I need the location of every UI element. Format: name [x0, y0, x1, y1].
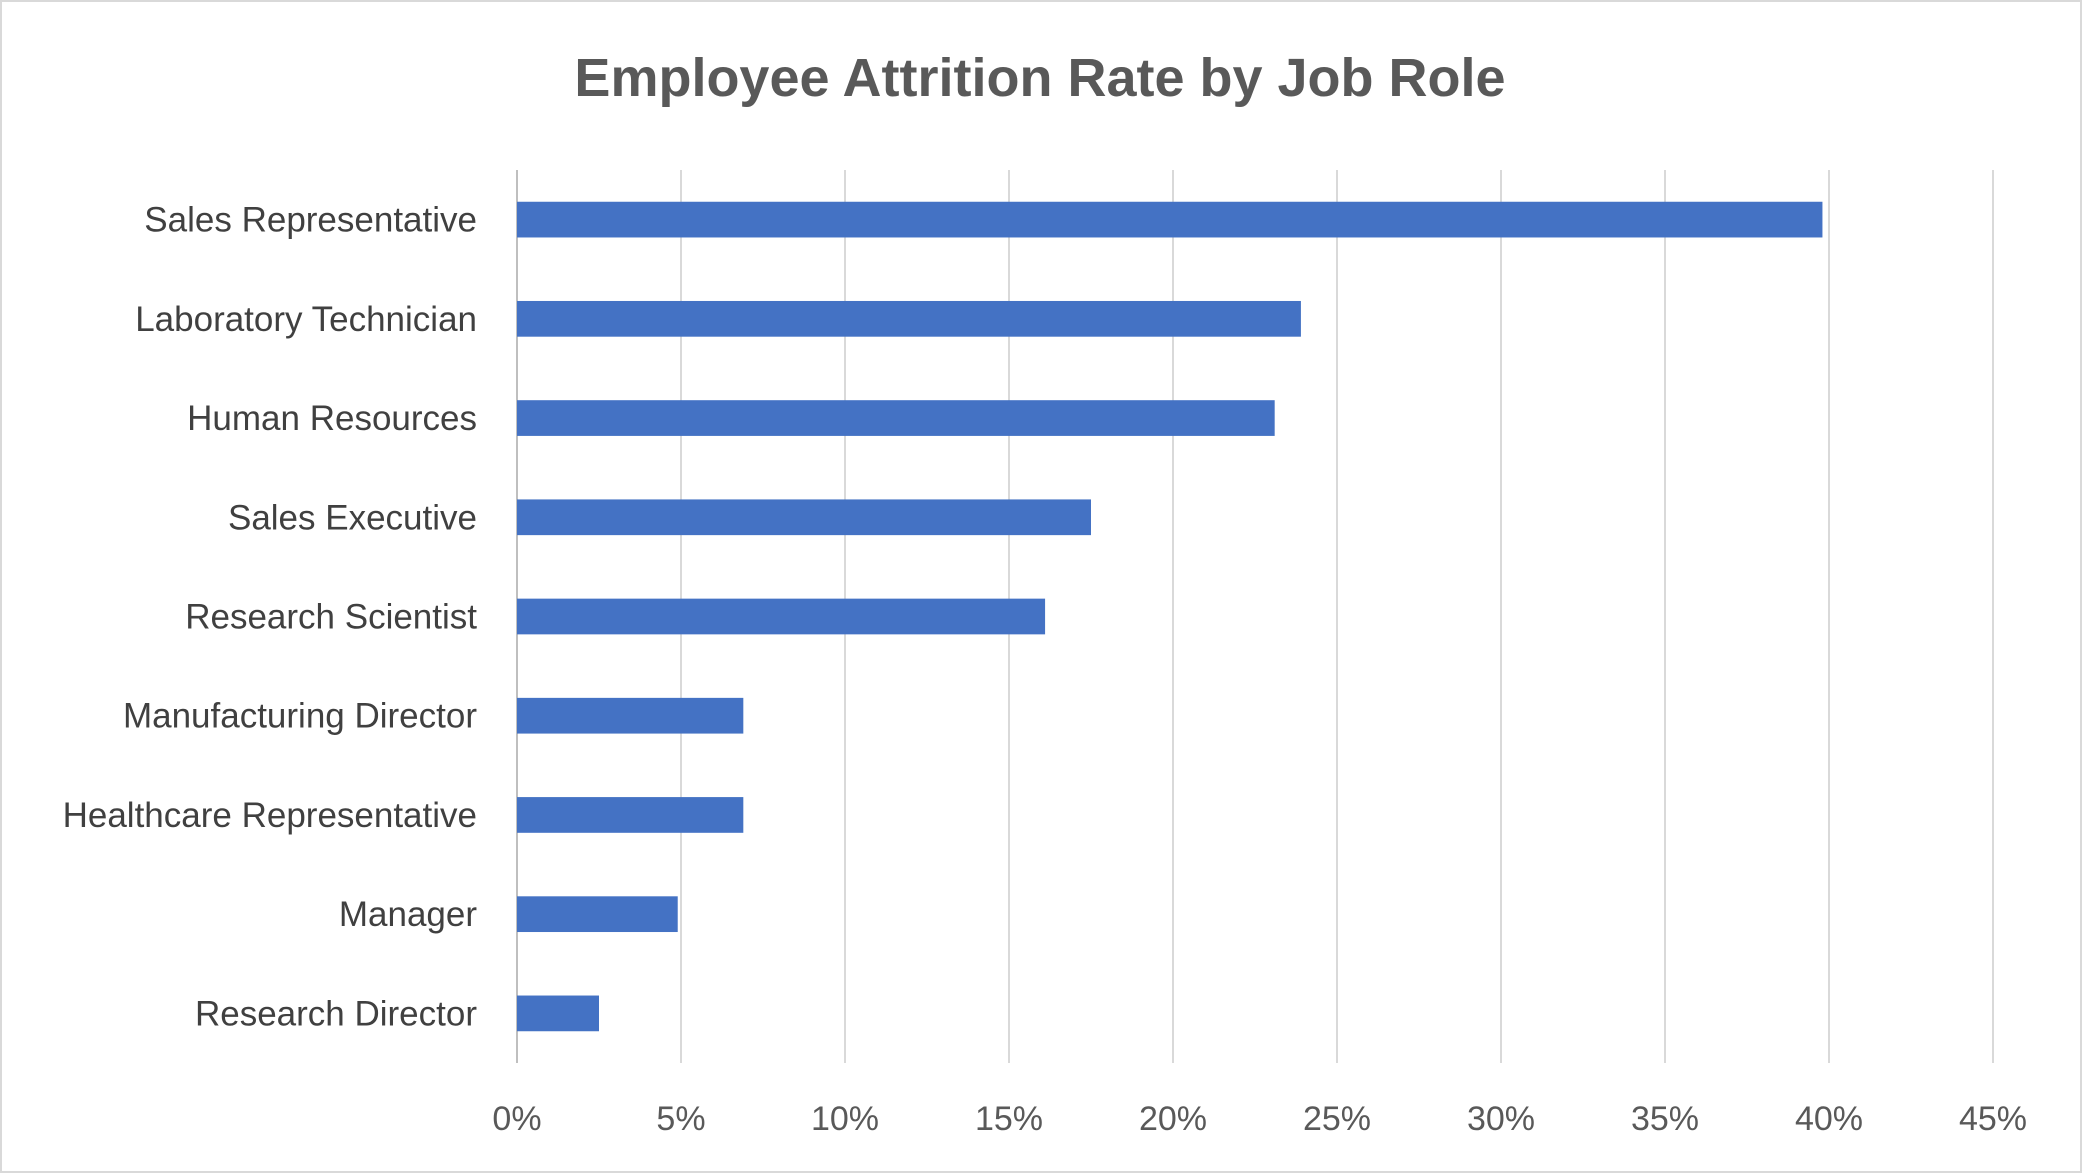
x-tick-label: 20%: [1139, 1100, 1207, 1138]
bar: [517, 499, 1091, 536]
bar: [517, 598, 1046, 635]
bars: [517, 201, 1823, 1032]
bar: [517, 995, 599, 1032]
bar: [517, 896, 678, 933]
x-tick-label: 45%: [1959, 1100, 2027, 1138]
category-label: Sales Representative: [144, 201, 477, 240]
x-tick-label: 0%: [492, 1100, 541, 1138]
category-label: Research Director: [195, 994, 477, 1033]
category-label: Manufacturing Director: [123, 697, 477, 736]
bar: [517, 300, 1301, 337]
bar: [517, 697, 744, 734]
category-label: Sales Executive: [228, 498, 477, 537]
x-tick-label: 15%: [975, 1100, 1043, 1138]
category-label: Laboratory Technician: [135, 300, 477, 339]
category-label: Healthcare Representative: [63, 796, 477, 835]
x-tick-label: 40%: [1795, 1100, 1863, 1138]
bar: [517, 201, 1823, 238]
x-tick-label: 10%: [811, 1100, 879, 1138]
bar: [517, 400, 1275, 436]
category-labels: Sales Representative Laboratory Technicia…: [63, 201, 478, 1034]
category-label: Research Scientist: [185, 598, 477, 637]
x-tick-label: 30%: [1467, 1100, 1535, 1138]
bar: [517, 797, 744, 833]
category-label: Human Resources: [187, 399, 477, 438]
x-tick-label: 25%: [1303, 1100, 1371, 1138]
chart-title: Employee Attrition Rate by Job Role: [574, 48, 1505, 108]
x-tick-label: 35%: [1631, 1100, 1699, 1138]
x-axis-tick-labels: 0% 5% 10% 15% 20% 25% 30% 35% 40% 45%: [492, 1100, 2027, 1138]
category-label: Manager: [339, 895, 477, 934]
x-tick-label: 5%: [656, 1100, 705, 1138]
